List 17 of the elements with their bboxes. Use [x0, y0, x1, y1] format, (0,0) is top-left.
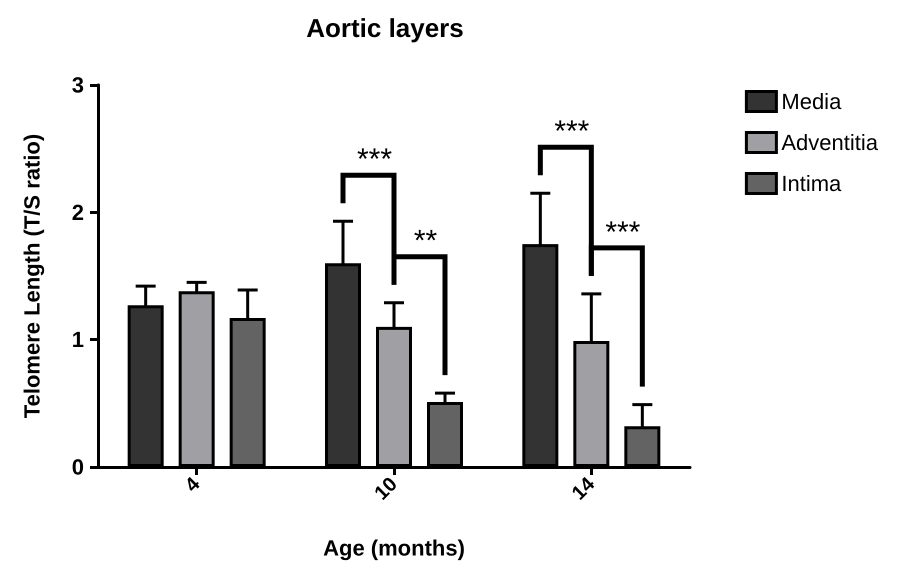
annotation: ***: [356, 143, 392, 176]
y-tick-label: 1: [72, 327, 84, 352]
chart-title: Aortic layers: [306, 13, 464, 43]
x-axis-title: Age (months): [323, 536, 465, 560]
legend-label: Media: [781, 89, 842, 114]
y-axis-title: Telomere Length (T/S ratio): [20, 134, 44, 418]
legend-label: Adventitia: [781, 130, 879, 155]
y-tick-label: 2: [72, 200, 84, 225]
x-tick-label: 4: [181, 473, 204, 497]
y-tick-label: 3: [72, 72, 84, 98]
annotation: ***: [554, 115, 590, 148]
x-tick-label: 14: [568, 473, 600, 504]
legend-label: Intima: [781, 171, 842, 196]
y-tick-label: 0: [72, 454, 84, 480]
annotation: ***: [605, 216, 641, 249]
x-tick-label: 10: [370, 473, 402, 504]
annotation: **: [414, 224, 438, 258]
